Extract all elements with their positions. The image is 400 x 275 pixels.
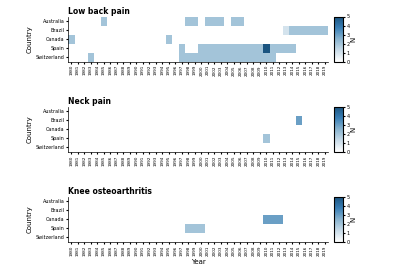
Text: Knee osteoarthritis: Knee osteoarthritis <box>68 187 152 196</box>
Y-axis label: N: N <box>351 217 357 222</box>
Y-axis label: Country: Country <box>27 206 33 233</box>
Text: Neck pain: Neck pain <box>68 97 111 106</box>
Y-axis label: N: N <box>351 36 357 42</box>
Text: Low back pain: Low back pain <box>68 7 130 16</box>
X-axis label: Year: Year <box>191 259 205 265</box>
Y-axis label: Country: Country <box>27 116 33 143</box>
Y-axis label: Country: Country <box>27 25 33 53</box>
Y-axis label: N: N <box>351 126 357 132</box>
